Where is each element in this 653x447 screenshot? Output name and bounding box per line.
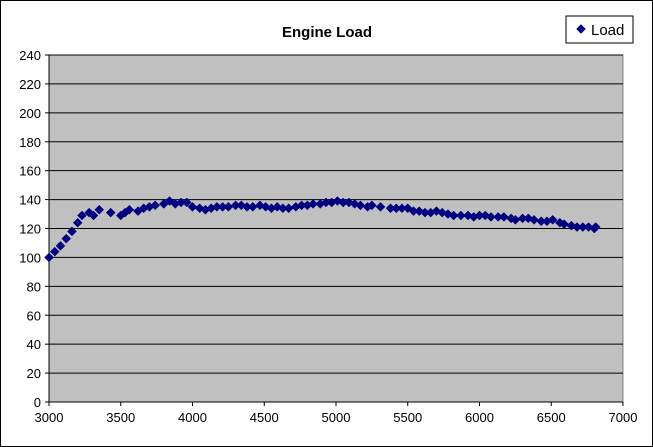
x-tick-label-5000: 5000 [322, 410, 351, 425]
data-point [44, 252, 54, 263]
data-point [72, 217, 83, 228]
data-point [448, 210, 459, 221]
data-point [255, 200, 265, 211]
x-tick-label-3500: 3500 [106, 410, 135, 425]
series-load-points [44, 196, 601, 263]
x-tick-label-3000: 3000 [35, 410, 64, 425]
x-axis-ticks: 3000 3500 4000 4500 5000 5500 6000 6500 7000 [35, 402, 638, 425]
gridlines [49, 54, 623, 374]
data-point [349, 199, 360, 209]
data-point [443, 209, 453, 219]
data-point [150, 200, 161, 211]
data-point [529, 214, 539, 225]
x-tick-label-6000: 6000 [465, 410, 494, 425]
data-point [437, 207, 448, 218]
y-tick-label-20: 20 [27, 366, 41, 381]
data-point [260, 201, 271, 212]
data-point [480, 210, 491, 221]
data-point [94, 204, 105, 215]
data-point [61, 233, 72, 244]
x-tick-label-4500: 4500 [250, 410, 279, 425]
y-tick-label-160: 160 [19, 164, 41, 179]
legend-label: Load [591, 22, 624, 39]
y-tick-label-80: 80 [27, 279, 41, 294]
data-point [187, 201, 198, 212]
data-point [272, 201, 283, 212]
y-tick-label-180: 180 [19, 135, 41, 150]
data-point [55, 240, 66, 251]
y-tick-label-60: 60 [27, 308, 41, 323]
data-point [77, 210, 87, 221]
chart-title: Engine Load [282, 24, 372, 41]
y-tick-label-40: 40 [27, 337, 41, 352]
data-point [547, 214, 558, 225]
data-point [590, 222, 601, 232]
data-point [124, 204, 135, 215]
data-point [463, 210, 473, 221]
y-tick-label-0: 0 [34, 395, 41, 410]
data-point [49, 246, 60, 257]
data-point [355, 200, 366, 211]
data-point [499, 212, 509, 222]
data-point [236, 200, 247, 211]
legend-diamond-icon [576, 24, 586, 34]
legend: Load [565, 15, 634, 44]
data-point [84, 207, 95, 218]
data-point [375, 201, 386, 212]
y-tick-label-240: 240 [19, 48, 41, 63]
y-axis-ticks: 0 20 40 60 80 100 120 140 160 180 200 220 240 [19, 48, 49, 410]
data-point [367, 200, 377, 211]
y-tick-label-100: 100 [19, 250, 41, 265]
y-tick-label-120: 120 [19, 222, 41, 237]
y-tick-label-200: 200 [19, 106, 41, 121]
y-tick-label-140: 140 [19, 193, 41, 208]
data-point [308, 199, 318, 209]
x-tick-label-4000: 4000 [178, 410, 207, 425]
data-point [559, 219, 570, 230]
x-tick-label-7000: 7000 [609, 410, 638, 425]
x-tick-label-5500: 5500 [393, 410, 422, 425]
data-point [486, 212, 496, 222]
data-point [105, 207, 116, 218]
data-point [88, 210, 99, 221]
y-tick-label-220: 220 [19, 77, 41, 92]
data-point [181, 197, 192, 208]
data-point [67, 226, 77, 237]
x-tick-label-6500: 6500 [537, 410, 566, 425]
data-point [455, 210, 466, 221]
